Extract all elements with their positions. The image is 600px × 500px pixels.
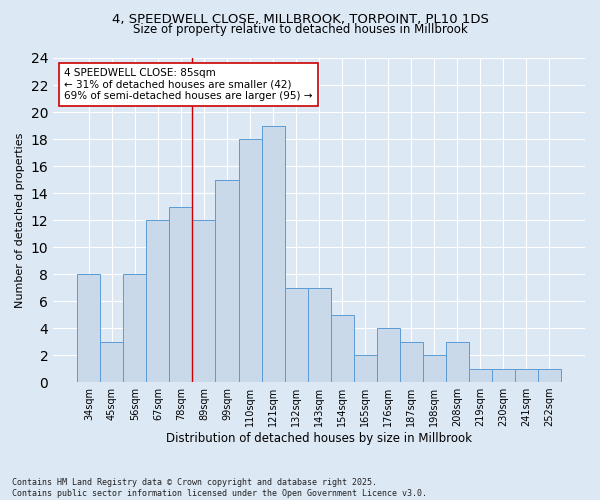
Bar xyxy=(308,288,331,382)
Text: 4, SPEEDWELL CLOSE, MILLBROOK, TORPOINT, PL10 1DS: 4, SPEEDWELL CLOSE, MILLBROOK, TORPOINT,… xyxy=(112,12,488,26)
Bar xyxy=(284,288,308,382)
Text: Contains HM Land Registry data © Crown copyright and database right 2025.
Contai: Contains HM Land Registry data © Crown c… xyxy=(12,478,427,498)
Bar xyxy=(492,368,515,382)
Bar xyxy=(538,368,561,382)
Text: Size of property relative to detached houses in Millbrook: Size of property relative to detached ho… xyxy=(133,22,467,36)
Bar xyxy=(353,355,377,382)
Bar xyxy=(215,180,239,382)
Bar xyxy=(469,368,492,382)
Bar xyxy=(124,274,146,382)
Bar xyxy=(77,274,100,382)
Bar xyxy=(169,206,193,382)
Text: 4 SPEEDWELL CLOSE: 85sqm
← 31% of detached houses are smaller (42)
69% of semi-d: 4 SPEEDWELL CLOSE: 85sqm ← 31% of detach… xyxy=(64,68,313,101)
Bar xyxy=(331,314,353,382)
X-axis label: Distribution of detached houses by size in Millbrook: Distribution of detached houses by size … xyxy=(166,432,472,445)
Bar xyxy=(239,139,262,382)
Bar xyxy=(446,342,469,382)
Bar xyxy=(377,328,400,382)
Bar xyxy=(100,342,124,382)
Y-axis label: Number of detached properties: Number of detached properties xyxy=(15,132,25,308)
Bar xyxy=(146,220,169,382)
Bar xyxy=(515,368,538,382)
Bar xyxy=(262,126,284,382)
Bar xyxy=(400,342,422,382)
Bar xyxy=(193,220,215,382)
Bar xyxy=(422,355,446,382)
